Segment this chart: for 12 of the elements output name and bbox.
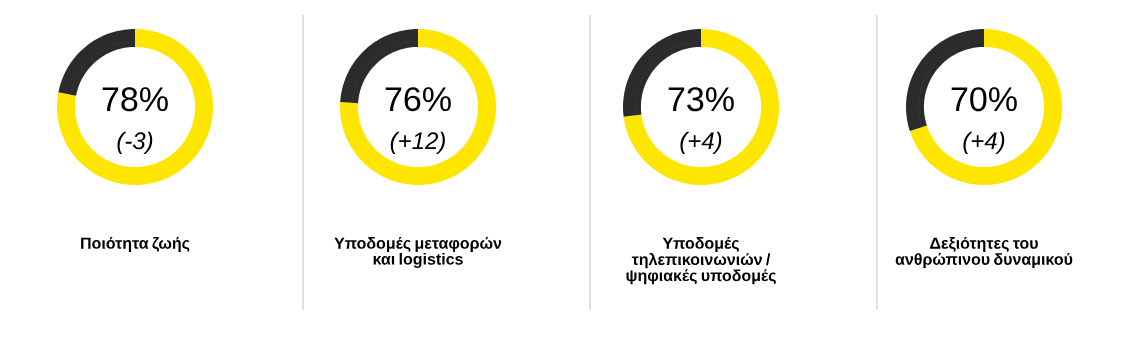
data-label: 73% bbox=[668, 87, 734, 112]
text: (-3) bbox=[117, 131, 153, 155]
data-label: 78% bbox=[102, 87, 168, 112]
text: (+4) bbox=[963, 131, 1005, 155]
text: Δεξιότητες του ανθρώπινου δυναμικού bbox=[895, 236, 1073, 269]
text: (+12) bbox=[390, 131, 445, 155]
text: Υποδομές μεταφορών και logistics bbox=[334, 236, 502, 268]
data-label: 76% bbox=[385, 87, 451, 112]
data-label: 70% bbox=[951, 87, 1017, 112]
text: Ποιότητα ζωής bbox=[81, 236, 190, 252]
text: (+4) bbox=[680, 131, 722, 155]
text: Υποδομές τηλεπικοινωνιών / ψηφιακές υποδομές bbox=[626, 236, 776, 285]
